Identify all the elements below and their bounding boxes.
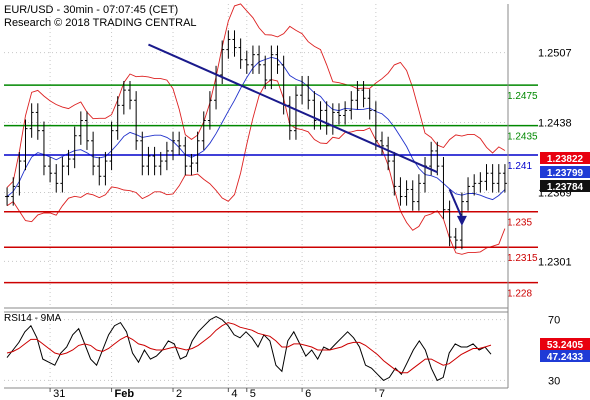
level-label: 1.2475 (507, 91, 538, 102)
price-label-text: 1.23799 (547, 168, 584, 179)
x-tick-label: 5 (250, 388, 256, 400)
rsi-lines (6, 316, 492, 382)
rsi-series-rsi14 (6, 316, 492, 382)
x-tick-label: 7 (379, 388, 385, 400)
research-credit: Research © 2018 TRADING CENTRAL (4, 17, 197, 29)
rsi-value-box (540, 338, 590, 350)
bollinger-lower (6, 79, 506, 255)
price-label-text: 1.23784 (547, 182, 584, 193)
y-tick-label: 1.2507 (538, 48, 572, 60)
x-tick-label: 6 (305, 388, 311, 400)
level-label: 1.241 (507, 161, 532, 172)
x-tick-label: Feb (115, 388, 135, 400)
forecast-arrow-head (456, 215, 467, 226)
rsi-title: RSI14 - 9MA (4, 313, 62, 324)
price-label-box (540, 166, 590, 178)
rsi-series-9ma (6, 322, 492, 374)
level-label: 1.2315 (507, 253, 538, 264)
price-label-box (540, 180, 590, 192)
trendline-group (148, 43, 467, 226)
rsi-tick-label: 30 (548, 375, 560, 387)
x-tick-label: 31 (53, 388, 65, 400)
header: EUR/USD - 30min - 07:07:45 (CET) Researc… (4, 4, 197, 29)
y-tick-label: 1.2301 (538, 256, 572, 268)
level-label: 1.228 (507, 289, 532, 300)
rsi-value-text: 47.2433 (547, 352, 584, 363)
price-label-text: 1.23822 (547, 154, 584, 165)
rsi-value-box (540, 350, 590, 362)
level-label: 1.235 (507, 218, 532, 229)
x-tick-label: 4 (231, 388, 237, 400)
y-tick-label: 1.2438 (538, 118, 572, 130)
price-candles (5, 30, 507, 250)
chart-title: EUR/USD - 30min - 07:07:45 (CET) (4, 4, 178, 16)
rsi-grid (4, 312, 508, 388)
trendline (148, 43, 438, 174)
bollinger-upper (6, 3, 506, 188)
price-label-box (540, 152, 590, 164)
rsi-value-text: 53.2405 (547, 340, 584, 351)
level-label: 1.2435 (507, 132, 538, 143)
x-tick-label: 2 (176, 388, 182, 400)
forecast-arrow-shaft (448, 189, 463, 219)
rsi-tick-label: 70 (548, 315, 560, 327)
